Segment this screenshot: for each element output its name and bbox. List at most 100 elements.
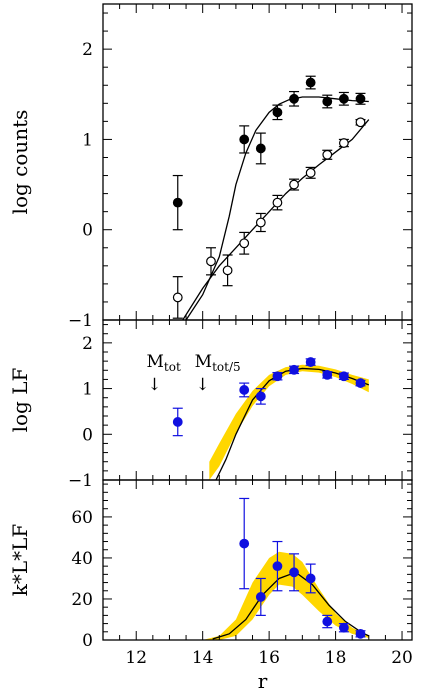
x-tick-label: 14	[192, 648, 214, 668]
y-tick-label: 2	[82, 334, 93, 354]
y-tick-label: 2	[82, 40, 93, 60]
y-tick-label: −1	[68, 311, 93, 331]
data-point	[322, 149, 333, 160]
open-marker	[222, 265, 233, 276]
open-marker	[322, 149, 333, 160]
data-point	[338, 138, 349, 148]
fit-curve-2	[182, 119, 370, 320]
annotation-arrow: ↓	[147, 375, 161, 395]
annotation-1: Mtot↓	[147, 352, 181, 395]
data-point	[239, 497, 250, 590]
y-tick-label: 0	[82, 631, 93, 651]
data-point	[239, 125, 250, 154]
open-marker	[239, 238, 250, 249]
x-tick-label: 12	[125, 648, 147, 668]
data-point	[239, 382, 250, 398]
data-point	[239, 231, 250, 255]
data-point	[305, 75, 316, 90]
open-marker	[355, 117, 366, 128]
filled-marker	[272, 107, 283, 118]
x-tick-label: 16	[258, 648, 280, 668]
data-point	[322, 94, 333, 109]
data-point	[172, 276, 183, 319]
filled-marker	[239, 134, 250, 145]
data-point	[272, 104, 283, 121]
panel-1: 2 1 0 −1 log counts	[8, 3, 413, 331]
data-point	[255, 387, 266, 405]
filled-marker	[255, 391, 266, 402]
filled-marker	[322, 96, 333, 107]
x-tick-label: 20	[391, 648, 413, 668]
y-tick-label: 1	[82, 380, 93, 400]
data-point	[272, 540, 283, 592]
data-point	[289, 553, 300, 592]
plot-area	[172, 75, 370, 320]
filled-marker	[305, 573, 316, 584]
panel-frame	[102, 3, 413, 321]
data-point	[172, 407, 183, 437]
filled-marker	[338, 93, 349, 104]
filled-marker	[172, 197, 183, 208]
annotation-arrow: ↓	[196, 375, 210, 395]
filled-marker	[355, 93, 366, 104]
filled-marker	[239, 538, 250, 549]
filled-marker	[355, 628, 366, 639]
data-point	[355, 117, 366, 128]
filled-marker	[322, 369, 333, 380]
data-point	[338, 622, 349, 633]
annotation-label: Mtot/5	[195, 352, 241, 374]
filled-marker	[272, 561, 283, 572]
filled-marker	[338, 622, 349, 633]
y-axis-label: log counts	[8, 110, 32, 215]
y-axis-label: k*L*LF	[8, 524, 32, 597]
data-point	[289, 178, 300, 191]
open-marker	[272, 197, 283, 208]
x-tick-label: 18	[325, 648, 347, 668]
data-point	[322, 369, 333, 380]
data-point	[205, 247, 216, 276]
data-point	[222, 254, 233, 287]
data-point	[272, 194, 283, 211]
annotation-2: Mtot/5↓	[195, 352, 241, 395]
data-point	[355, 378, 366, 388]
panel-frame	[102, 479, 413, 641]
panel-3: 60 40 20 0 k*L*LF	[8, 479, 413, 651]
filled-marker	[272, 371, 283, 382]
uncertainty-band	[209, 364, 369, 480]
filled-marker	[239, 385, 250, 395]
y-tick-label: 1	[82, 130, 93, 150]
data-point	[289, 364, 300, 375]
filled-marker	[172, 417, 183, 427]
data-point	[255, 132, 266, 165]
y-tick-label: 0	[82, 221, 93, 241]
data-point	[338, 371, 349, 382]
data-point	[305, 563, 316, 594]
filled-marker	[289, 93, 299, 104]
plot-area	[172, 357, 370, 480]
open-marker	[305, 167, 316, 178]
filled-marker	[338, 371, 349, 382]
data-point	[255, 577, 266, 616]
open-marker	[255, 217, 266, 228]
filled-marker	[322, 616, 333, 627]
y-axis-label: log LF	[8, 368, 32, 433]
filled-marker	[255, 592, 266, 602]
open-marker	[206, 256, 216, 267]
data-point	[355, 92, 366, 105]
data-point	[255, 212, 266, 233]
data-point	[355, 628, 366, 639]
x-axis-label: r	[258, 669, 268, 693]
data-point	[272, 371, 283, 382]
y-tick-label: 0	[82, 425, 93, 445]
filled-marker	[305, 77, 316, 88]
filled-marker	[255, 143, 266, 154]
annotation-label: Mtot	[147, 352, 181, 374]
data-point	[338, 91, 349, 106]
filled-marker	[305, 357, 316, 367]
data-point	[305, 357, 316, 367]
open-marker	[172, 292, 183, 303]
open-marker	[289, 179, 299, 190]
plot-area	[202, 497, 370, 640]
